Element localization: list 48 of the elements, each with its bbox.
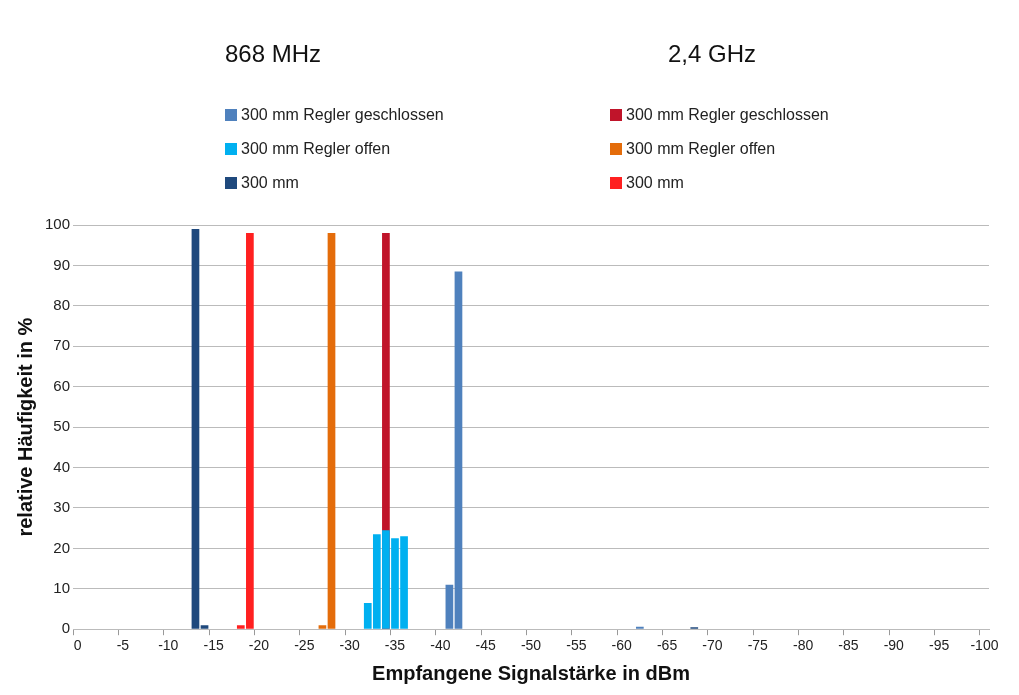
x-tick-label: -10: [158, 637, 179, 654]
y-tick-label: 80: [53, 295, 71, 313]
x-tick-label: -20: [248, 637, 270, 654]
y-tick-label: 0: [61, 619, 71, 637]
x-axis-title: Empfangene Signalstärke in dBm: [372, 661, 690, 684]
text: 2,4 GHz: [668, 40, 758, 68]
bar: [191, 229, 200, 629]
x-tick-label: -80: [792, 637, 814, 654]
text: 868 MHz: [225, 40, 323, 68]
legend-label: 300 mm: [626, 174, 684, 192]
x-tick-label: -85: [838, 637, 859, 654]
bar: [200, 625, 209, 629]
x-tick-label: -90: [883, 637, 905, 654]
y-tick-label: 90: [53, 255, 71, 273]
x-tick-label: -100: [970, 637, 999, 654]
legend-label: 300 mm Regler offen: [241, 140, 391, 158]
x-tick-label: -35: [384, 637, 406, 654]
bar: [327, 233, 336, 629]
x-tick-label: -25: [294, 637, 315, 654]
x-tick-label: 0: [73, 637, 82, 654]
bar: [445, 584, 454, 629]
x-tick-label: -30: [339, 637, 360, 654]
x-tick-label: -60: [611, 637, 633, 654]
legend-label: 300 mm Regler offen: [626, 140, 776, 158]
x-tick-label: -40: [430, 637, 451, 654]
x-tick-label: -95: [929, 637, 950, 654]
y-tick-label: 70: [53, 336, 71, 354]
y-tick-label: 50: [53, 417, 71, 435]
legend-label: 300 mm Regler geschlossen: [626, 106, 829, 124]
y-tick-label: 30: [53, 498, 71, 516]
y-tick-label: 100: [45, 215, 71, 233]
y-tick-label: 10: [53, 578, 71, 596]
bar: [454, 271, 463, 629]
x-tick-label: -15: [203, 637, 224, 654]
bar: [318, 625, 327, 629]
y-tick-label: 40: [53, 457, 71, 475]
x-tick-label: -75: [747, 637, 769, 654]
x-tick-label: -50: [520, 637, 542, 654]
x-tick-label: -5: [116, 637, 130, 654]
legend-label: 300 mm: [241, 174, 299, 192]
x-tick-label: -45: [475, 637, 496, 654]
x-tick-label: -55: [566, 637, 587, 654]
y-tick-label: 20: [53, 538, 71, 556]
y-tick-label: 60: [53, 376, 71, 394]
y-axis-title: relative Häufigkeit in %: [13, 317, 36, 537]
x-tick-label: -70: [702, 637, 723, 654]
x-tick-label: -65: [656, 637, 678, 654]
legend-label: 300 mm Regler geschlossen: [241, 106, 444, 124]
